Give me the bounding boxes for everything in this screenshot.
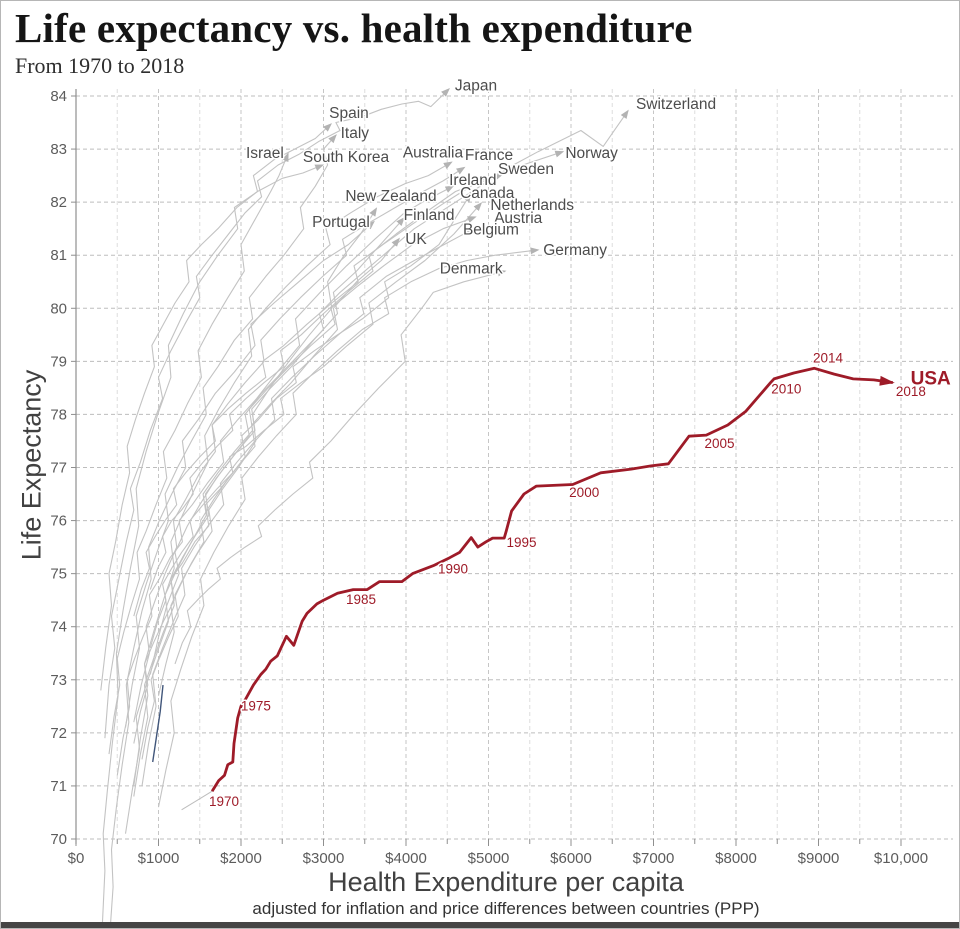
label-netherlands: Netherlands	[490, 197, 574, 214]
blue-segment	[152, 685, 164, 763]
y-tick-label: 76	[50, 513, 67, 530]
line-new-zealand	[141, 207, 378, 760]
label-sweden: Sweden	[498, 161, 554, 178]
label-israel: Israel	[246, 145, 284, 162]
line-france	[133, 166, 466, 723]
x-axis-title: Health Expenditure per capita	[328, 867, 684, 897]
line-spain	[100, 123, 333, 691]
x-tick-label: $6000	[550, 850, 592, 867]
y-tick-label: 80	[50, 300, 67, 317]
line-australia	[133, 161, 453, 786]
y-tick-label: 82	[50, 194, 67, 211]
x-tick-label: $10,000	[874, 850, 928, 867]
label-norway: Norway	[565, 145, 618, 162]
label-switzerland: Switzerland	[636, 96, 716, 113]
y-tick-label: 84	[50, 88, 67, 105]
y-tick-label: 77	[50, 460, 67, 477]
label-germany: Germany	[543, 242, 607, 259]
y-tick-label: 81	[50, 247, 67, 264]
x-tick-label: $4000	[385, 850, 427, 867]
usa-year-1995: 1995	[506, 535, 536, 550]
label-canada: Canada	[460, 185, 515, 202]
usa-year-1970: 1970	[209, 794, 239, 809]
line-uk	[133, 237, 400, 744]
y-tick-label: 78	[50, 406, 67, 423]
line-japan	[104, 88, 450, 739]
line-south-korea	[101, 164, 325, 928]
label-denmark: Denmark	[440, 260, 503, 277]
usa-year-1985: 1985	[346, 592, 376, 607]
y-tick-label: 71	[50, 778, 67, 795]
label-france: France	[465, 147, 513, 164]
y-tick-label: 73	[50, 672, 67, 689]
x-axis-subtitle: adjusted for inflation and price differe…	[252, 899, 760, 918]
x-tick-label: $1000	[138, 850, 180, 867]
gray-tail-segment	[181, 790, 213, 811]
x-tick-label: $2000	[220, 850, 262, 867]
usa-year-2010: 2010	[771, 381, 801, 396]
line-denmark	[174, 269, 507, 665]
x-tick-label: $5000	[468, 850, 510, 867]
y-tick-label: 70	[50, 831, 67, 848]
line-israel	[108, 152, 289, 755]
label-belgium: Belgium	[463, 222, 519, 239]
x-tick-label: $0	[68, 850, 85, 867]
y-tick-label: 79	[50, 353, 67, 370]
y-axis-title: Life Expectancy	[16, 369, 47, 561]
bottom-bar	[1, 922, 959, 928]
x-tick-label: $9000	[798, 850, 840, 867]
label-italy: Italy	[341, 125, 370, 142]
label-japan: Japan	[455, 77, 497, 94]
usa-year-2000: 2000	[569, 485, 599, 500]
line-norway	[133, 150, 565, 617]
line-italy	[124, 134, 337, 728]
label-austria: Austria	[494, 210, 543, 227]
label-ireland: Ireland	[449, 172, 496, 189]
line-finland	[133, 216, 405, 797]
usa-year-1990: 1990	[438, 561, 468, 576]
y-tick-label: 74	[50, 619, 67, 636]
usa-year-2018: 2018	[896, 384, 926, 399]
label-new-zealand: New Zealand	[345, 188, 436, 205]
label-australia: Australia	[403, 144, 464, 161]
x-tick-label: $7000	[633, 850, 675, 867]
label-portugal: Portugal	[312, 214, 370, 231]
usa-year-2005: 2005	[704, 436, 734, 451]
x-tick-label: $8000	[715, 850, 757, 867]
line-netherlands	[149, 202, 483, 649]
y-tick-label: 72	[50, 725, 67, 742]
line-portugal	[109, 220, 375, 928]
usa-year-1975: 1975	[241, 698, 271, 713]
line-sweden	[149, 174, 503, 590]
line-ireland	[116, 185, 455, 776]
page-title: Life expectancy vs. health expenditure	[15, 5, 693, 51]
line-canada	[157, 192, 472, 696]
usa-year-2014: 2014	[813, 351, 844, 366]
page-subtitle: From 1970 to 2018	[15, 53, 185, 79]
label-spain: Spain	[329, 105, 369, 122]
label-usa: USA	[911, 368, 951, 389]
y-tick-label: 75	[50, 566, 67, 583]
line-usa	[210, 366, 895, 792]
label-finland: Finland	[404, 207, 455, 224]
y-tick-label: 83	[50, 141, 67, 158]
line-austria	[124, 216, 477, 834]
label-south-korea: South Korea	[303, 149, 390, 166]
header: Life expectancy vs. health expenditure F…	[15, 5, 693, 79]
line-germany	[157, 247, 540, 808]
line-belgium	[141, 228, 475, 786]
x-tick-label: $3000	[303, 850, 345, 867]
label-uk: UK	[405, 231, 427, 248]
